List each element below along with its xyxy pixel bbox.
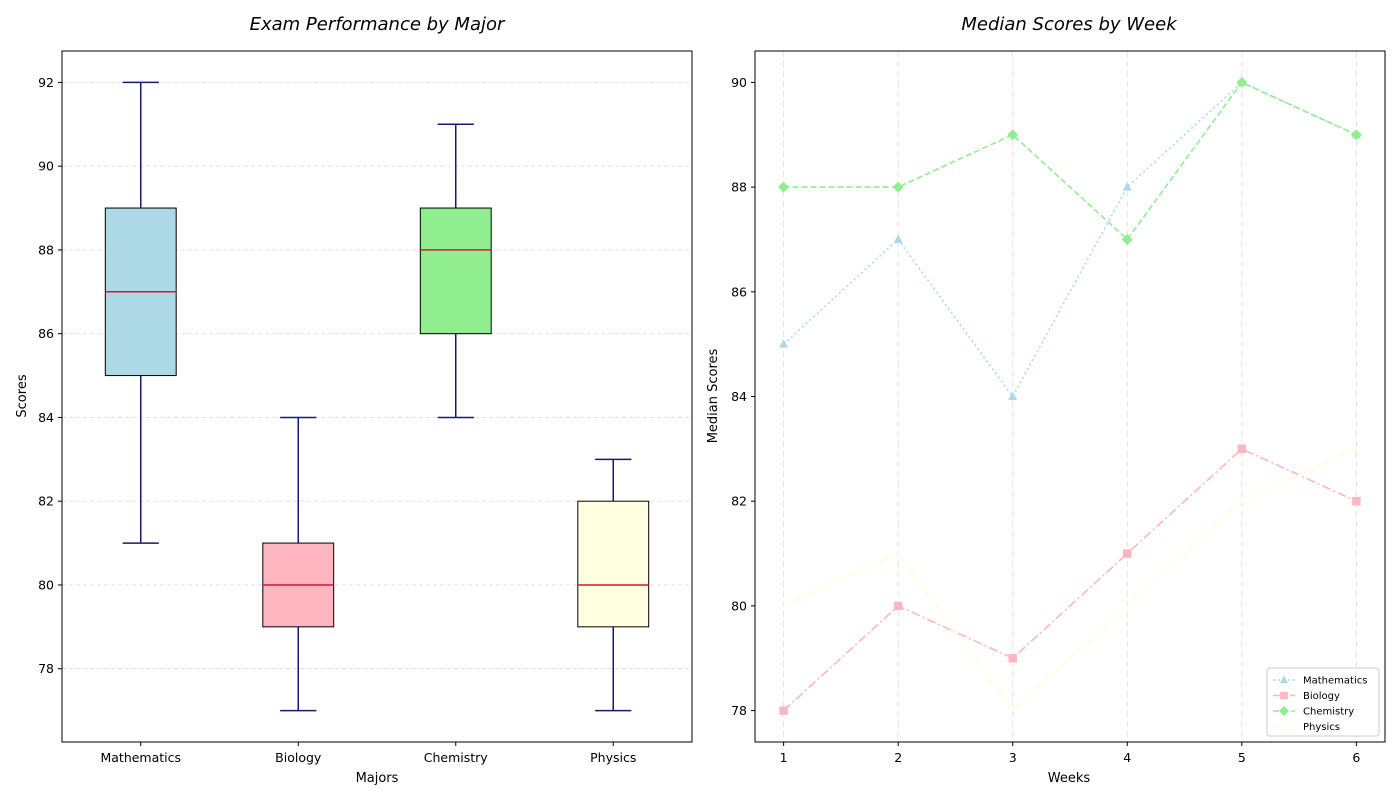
linechart-y-tick-label: 90 bbox=[731, 75, 747, 90]
linechart-y-tick-label: 80 bbox=[731, 598, 747, 613]
boxplot-box bbox=[419, 207, 492, 335]
linechart-x-ticks: 1 2 3 4 5 6 bbox=[780, 742, 1360, 765]
linechart-legend-frame bbox=[1266, 667, 1380, 737]
boxplot-xlabel: Majors bbox=[356, 771, 399, 786]
legend-label: Physics bbox=[1303, 722, 1340, 733]
linechart-axes-frame bbox=[754, 50, 1386, 743]
boxplot-y-tick-label: 84 bbox=[38, 410, 54, 425]
linechart-series-line bbox=[783, 81, 1357, 241]
linechart-marker-diamond bbox=[1279, 706, 1289, 716]
boxplot-box-group bbox=[262, 416, 335, 712]
boxplot-x-tick-label: Biology bbox=[275, 750, 322, 765]
linechart-marker-square bbox=[1280, 691, 1288, 700]
linechart-ylabel: Median Scores bbox=[706, 348, 721, 443]
linechart-marker-triangle bbox=[1122, 182, 1132, 191]
linechart-series-line bbox=[783, 448, 1357, 712]
linechart-x-tick-label: 2 bbox=[894, 750, 902, 765]
legend-label: Chemistry bbox=[1303, 707, 1354, 718]
boxplot-y-tick-label: 92 bbox=[38, 75, 54, 90]
linechart-marker-triangle bbox=[779, 339, 789, 348]
linechart-marker-triangle bbox=[893, 234, 903, 243]
boxplot-y-tick-label: 80 bbox=[38, 577, 54, 592]
legend-label: Biology bbox=[1303, 691, 1340, 702]
linechart-marker-square bbox=[1237, 444, 1247, 454]
linechart-marker-diamond bbox=[892, 181, 904, 193]
linechart-series-group bbox=[783, 448, 1357, 712]
linechart-marker-diamond bbox=[1236, 76, 1248, 88]
linechart-x-tick-label: 5 bbox=[1238, 750, 1246, 765]
boxplot-box-group bbox=[577, 458, 650, 712]
linechart-series bbox=[778, 76, 1362, 715]
linechart-series-group bbox=[779, 444, 1361, 715]
linechart-series-line bbox=[783, 81, 1357, 398]
linechart-grid bbox=[783, 51, 1357, 742]
boxplot-x-tick-label: Mathematics bbox=[100, 750, 181, 765]
linechart-marker-diamond bbox=[1007, 129, 1019, 141]
linechart-marker-triangle bbox=[1279, 675, 1289, 684]
linechart-marker-triangle bbox=[1008, 391, 1018, 400]
linechart-marker-diamond bbox=[778, 181, 790, 193]
linechart-title: Median Scores by Week bbox=[961, 14, 1178, 35]
linechart-x-tick-label: 3 bbox=[1009, 750, 1017, 765]
boxplot-y-tick-label: 88 bbox=[38, 242, 54, 257]
boxplot-y-ticks: 78 80 82 84 86 88 90 92 bbox=[38, 75, 62, 676]
boxplot-boxes bbox=[104, 81, 650, 712]
boxplot-ylabel: Scores bbox=[15, 374, 30, 417]
linechart-series-line bbox=[783, 447, 1357, 712]
linechart-y-tick-label: 84 bbox=[731, 389, 747, 404]
boxplot-x-ticks: Mathematics Biology Chemistry Physics bbox=[100, 742, 636, 765]
linechart-y-tick-label: 88 bbox=[731, 180, 747, 195]
linechart-marker-square bbox=[893, 601, 903, 611]
linechart-marker-square bbox=[779, 706, 788, 715]
linechart-series-group bbox=[779, 77, 1361, 400]
legend-label: Mathematics bbox=[1303, 676, 1367, 687]
boxplot-panel: Exam Performance by Major 78 80 82 84 86 88 90… bbox=[15, 14, 693, 786]
linechart-marker-diamond bbox=[1350, 129, 1362, 141]
boxplot-y-tick-label: 78 bbox=[38, 661, 54, 676]
boxplot-y-tick-label: 82 bbox=[38, 494, 54, 509]
boxplot-y-tick-label: 90 bbox=[38, 159, 54, 174]
linechart-marker-square bbox=[1008, 653, 1017, 663]
linechart-panel: Median Scores by Week 78 80 82 84 86 88 90 1 2 3… bbox=[706, 14, 1386, 786]
boxplot-box bbox=[577, 500, 650, 628]
linechart-y-tick-label: 86 bbox=[731, 284, 747, 299]
boxplot-box-group bbox=[104, 81, 177, 544]
linechart-marker-square bbox=[1123, 549, 1132, 558]
linechart-series-group bbox=[778, 76, 1362, 245]
linechart-marker-square bbox=[1352, 496, 1361, 506]
boxplot-title: Exam Performance by Major bbox=[250, 14, 506, 35]
boxplot-x-tick-label: Physics bbox=[590, 750, 636, 765]
linechart-legend: Mathematics Biology Chemistry Physics bbox=[1266, 667, 1380, 737]
linechart-y-tick-label: 78 bbox=[731, 703, 747, 718]
linechart-y-tick-label: 82 bbox=[731, 494, 747, 509]
linechart-y-ticks: 78 80 82 84 86 88 90 bbox=[731, 75, 755, 718]
linechart-x-tick-label: 1 bbox=[780, 750, 788, 765]
boxplot-box-group bbox=[419, 123, 492, 419]
boxplot-y-tick-label: 86 bbox=[38, 326, 54, 341]
boxplot-x-tick-label: Chemistry bbox=[424, 750, 489, 765]
linechart-x-tick-label: 4 bbox=[1123, 750, 1131, 765]
linechart-marker-diamond bbox=[1121, 233, 1133, 245]
boxplot-axes-frame bbox=[61, 50, 693, 743]
linechart-xlabel: Weeks bbox=[1048, 771, 1091, 786]
linechart-x-tick-label: 6 bbox=[1352, 750, 1360, 765]
